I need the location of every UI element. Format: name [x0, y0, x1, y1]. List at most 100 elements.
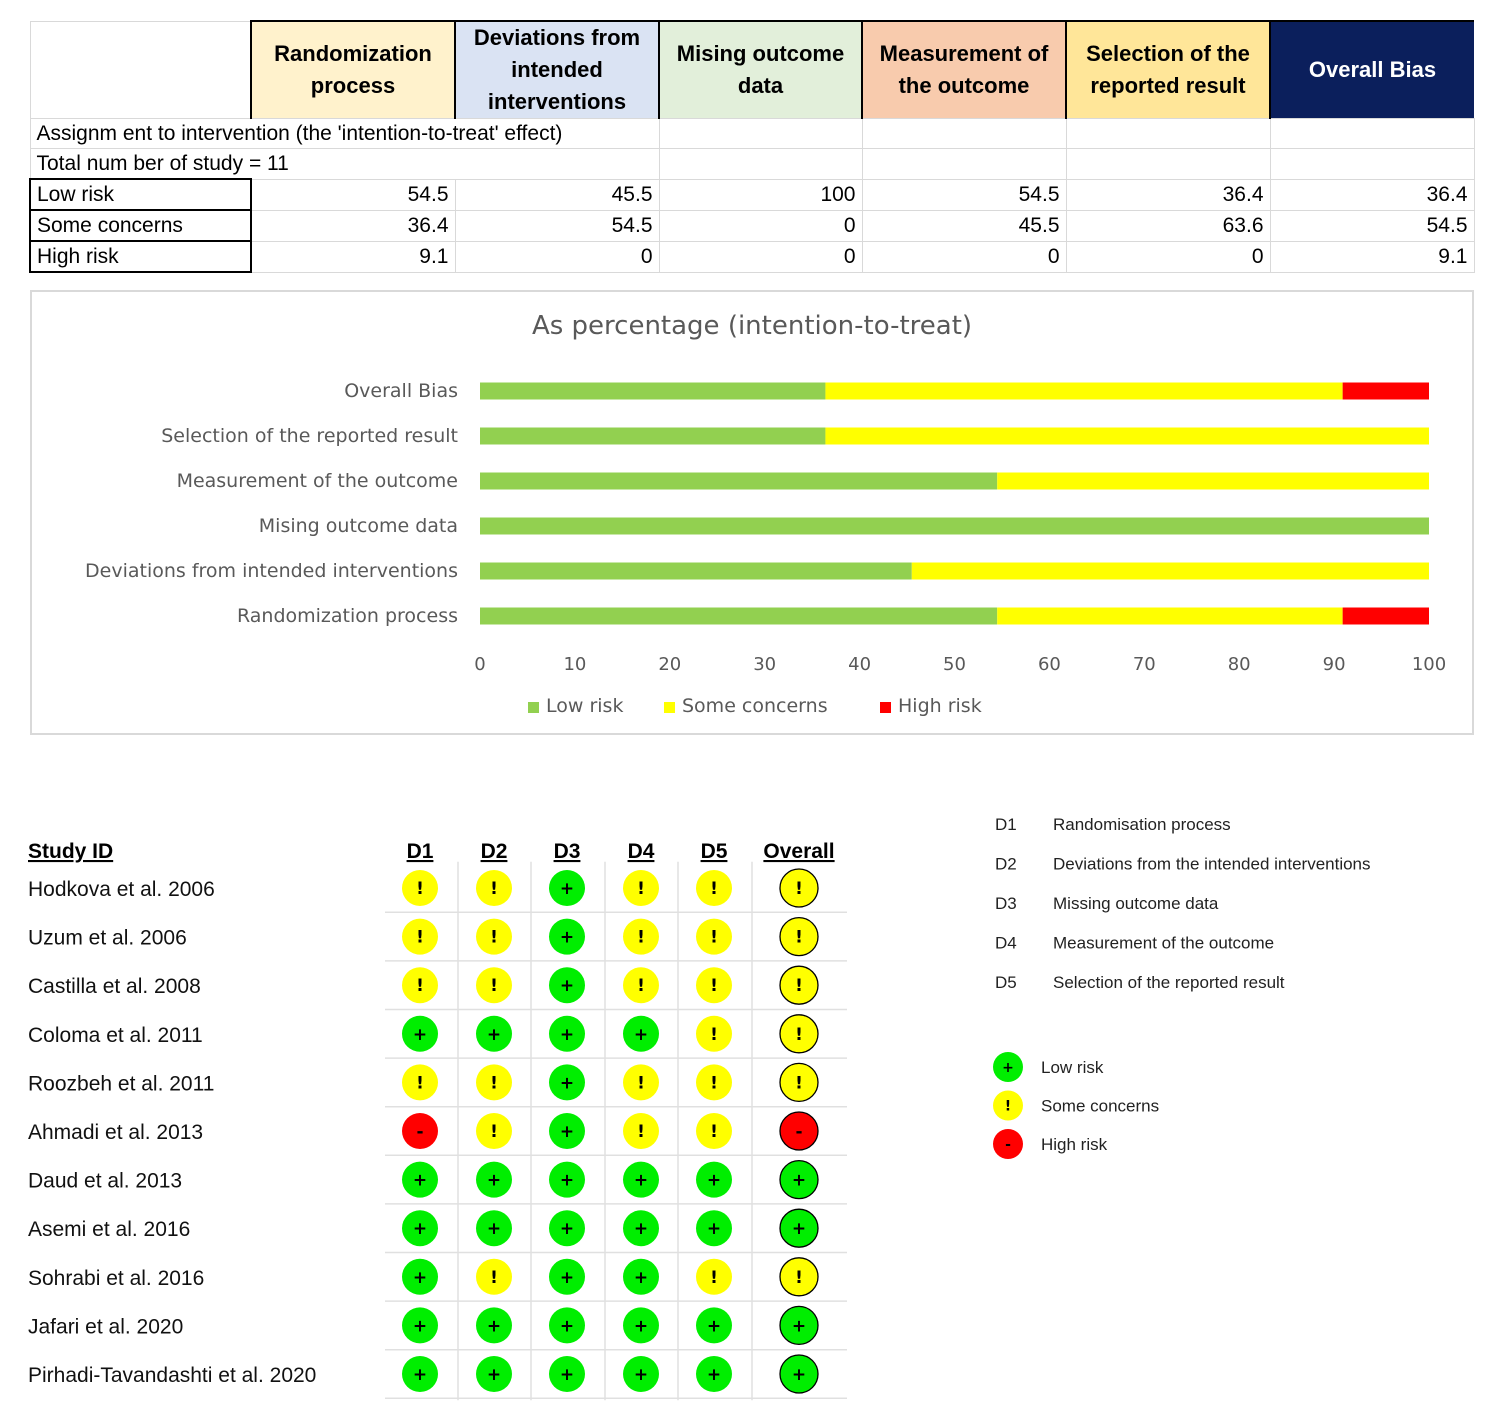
x-tick-label: 70 [1133, 654, 1156, 675]
empty-cell [1269, 148, 1475, 180]
study-id-label: Coloma et al. 2011 [28, 1024, 203, 1047]
judgement-circle [476, 1258, 512, 1295]
bar-segment [480, 607, 998, 625]
judgement-circle [779, 1257, 819, 1297]
judgement-glyph: ! [416, 976, 424, 996]
judgement-glyph: ! [710, 976, 718, 996]
x-tick-label: 10 [563, 654, 586, 675]
judgement-glyph: + [634, 1268, 648, 1288]
value-cell: 100 [658, 178, 863, 211]
judgement-glyph: ! [795, 1268, 803, 1288]
judgement-glyph: + [487, 1365, 501, 1385]
judgement-circle [696, 1113, 732, 1149]
judgement-circle [696, 1210, 732, 1247]
judgement-circle [779, 1208, 819, 1248]
bar-segment [480, 427, 826, 445]
summary-table: Randomization process Deviations from in… [29, 20, 1475, 273]
judgement-circle [623, 1356, 659, 1392]
value-cell: 0 [861, 240, 1067, 273]
header-deviations: Deviations from intended interventions [454, 20, 659, 119]
domain-column-header: D3 [554, 840, 581, 863]
value-cell: 0 [454, 240, 660, 273]
judgement-glyph: + [413, 1268, 427, 1288]
judgement-circle [402, 1064, 438, 1101]
judgement-glyph: + [792, 1316, 806, 1336]
row-label: Some concerns [29, 209, 252, 242]
study-id-label: Castilla et al. 2008 [28, 975, 201, 998]
x-tick-label: 60 [1038, 654, 1061, 675]
judgement-circle [549, 1015, 585, 1052]
judgement-glyph: ! [710, 1073, 718, 1093]
value-cell: 9.1 [1269, 240, 1475, 273]
study-id-label: Hodkova et al. 2006 [28, 878, 215, 901]
x-tick-label: 50 [943, 654, 966, 675]
judgement-circle [623, 1064, 659, 1101]
domain-legend-text: Deviations from the intended interventio… [1053, 855, 1371, 874]
judgement-glyph: ! [637, 879, 645, 899]
judgement-circle [779, 1111, 819, 1151]
value-cell: 54.5 [454, 209, 660, 242]
judgement-circle [476, 918, 512, 955]
low-risk-row: Low risk 54.5 45.5 100 54.5 36.4 36.4 [29, 178, 1475, 211]
judgement-circle [779, 1159, 819, 1200]
y-tick-label: Deviations from intended interventions [85, 560, 458, 582]
domain-column-header: D4 [628, 840, 655, 863]
value-cell: 0 [1065, 240, 1271, 273]
judgement-circle [623, 1307, 659, 1344]
header-selection: Selection of the reported result [1065, 20, 1270, 119]
judgement-legend-glyph: + [1002, 1060, 1014, 1076]
judgement-circle [402, 1210, 438, 1247]
judgement-circle [779, 965, 819, 1005]
judgement-glyph: + [560, 1219, 574, 1239]
judgement-glyph: + [487, 1316, 501, 1336]
judgement-legend-glyph: ! [1005, 1099, 1011, 1115]
legend-swatch [880, 702, 891, 713]
judgement-glyph: ! [710, 1025, 718, 1045]
study-id-label: Uzum et al. 2006 [28, 927, 187, 950]
judgement-circle [476, 870, 512, 906]
judgement-glyph: + [707, 1316, 721, 1336]
bar-segment [480, 382, 826, 400]
judgement-circle [696, 918, 732, 955]
empty-cell [1065, 148, 1271, 180]
value-cell: 63.6 [1065, 209, 1271, 242]
bar-segment [480, 472, 998, 490]
bar-segment [1342, 382, 1429, 400]
judgement-glyph: ! [490, 976, 498, 996]
judgement-circle [402, 1113, 438, 1149]
empty-cell [861, 148, 1067, 180]
judgement-glyph: + [560, 976, 574, 996]
assignment-row: Assignm ent to intervention (the 'intent… [29, 118, 1475, 149]
x-tick-label: 40 [848, 654, 871, 675]
value-cell: 9.1 [250, 240, 456, 273]
study-id-header: Study ID [28, 840, 113, 863]
x-tick-label: 0 [474, 654, 485, 675]
judgement-glyph: + [560, 1122, 574, 1142]
judgement-glyph: + [560, 928, 574, 948]
header-missing-data: Mising outcome data [658, 20, 862, 119]
value-cell: 54.5 [1269, 209, 1475, 242]
judgement-glyph: + [707, 1219, 721, 1239]
judgement-circle [476, 1113, 512, 1149]
judgement-glyph: + [634, 1025, 648, 1045]
judgement-glyph: + [634, 1219, 648, 1239]
judgement-glyph: ! [637, 1073, 645, 1093]
judgement-glyph: ! [795, 879, 803, 899]
judgement-circle [402, 1356, 438, 1392]
assignment-text: Assignm ent to intervention (the 'intent… [29, 118, 660, 149]
x-tick-label: 90 [1323, 654, 1346, 675]
judgement-circle [402, 918, 438, 955]
judgement-glyph: + [792, 1171, 806, 1191]
judgement-circle [402, 967, 438, 1004]
value-cell: 0 [658, 209, 863, 242]
judgement-circle [549, 1210, 585, 1247]
judgement-circle [476, 1356, 512, 1392]
header-overall: Overall Bias [1269, 20, 1474, 119]
judgement-circle [779, 1062, 819, 1103]
judgement-circle [623, 1210, 659, 1247]
judgement-glyph: - [795, 1122, 802, 1142]
summary-header-row: Randomization process Deviations from in… [29, 20, 1474, 119]
legend-label: Low risk [546, 695, 623, 717]
value-cell: 36.4 [250, 209, 456, 242]
judgement-glyph: + [707, 1171, 721, 1191]
